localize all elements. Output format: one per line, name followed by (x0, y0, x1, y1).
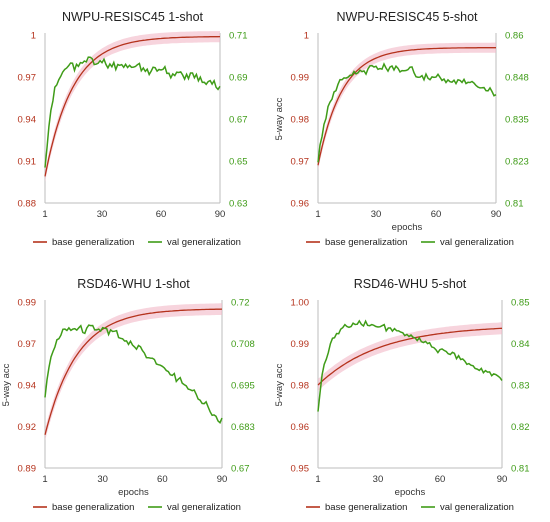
chart-panel: RSD46-WHU 1-shot 0.89 0.92 0.94 0.97 0.99 0.67… (1, 277, 255, 513)
x-tick: 30 (373, 474, 384, 485)
y-tick-right: 0.83 (511, 381, 530, 392)
y-tick-right: 0.823 (505, 157, 529, 168)
y-tick-right: 0.708 (231, 339, 255, 350)
y-tick-right: 0.82 (511, 422, 530, 433)
y-tick-left: 0.97 (291, 157, 310, 168)
y-tick-left: 1 (31, 31, 36, 42)
x-axis-label: epochs (392, 222, 423, 233)
x-tick: 60 (156, 209, 167, 220)
base-generalization-line (317, 47, 496, 166)
x-tick: 1 (315, 474, 320, 485)
x-tick: 60 (435, 474, 446, 485)
y-tick-right: 0.84 (511, 339, 530, 350)
chart-panel: NWPU-RESISC45 5-shot 0.96 0.97 0.98 0.99 1 0.8… (274, 10, 529, 248)
y-tick-right: 0.85 (511, 298, 530, 309)
y-tick-left: 1.00 (291, 298, 310, 309)
y-axis-label: 5-way acc (1, 363, 12, 406)
x-tick: 90 (215, 209, 226, 220)
base-confidence-band (45, 303, 222, 441)
y-tick-left: 0.97 (18, 339, 37, 350)
val-generalization-line (317, 319, 503, 412)
y-tick-right: 0.81 (511, 464, 530, 475)
y-tick-left: 0.92 (18, 422, 37, 433)
y-tick-right: 0.683 (231, 422, 255, 433)
y-tick-left: 1 (304, 31, 309, 42)
val-generalization-line (317, 62, 497, 163)
base-confidence-band (45, 31, 220, 182)
y-tick-right: 0.71 (229, 31, 248, 42)
x-tick: 90 (491, 209, 502, 220)
base-generalization-line (317, 327, 503, 386)
x-axis-label: epochs (395, 487, 426, 498)
y-tick-right: 0.695 (231, 381, 255, 392)
base-confidence-band (318, 42, 496, 171)
y-tick-right: 0.81 (505, 199, 524, 210)
y-tick-right: 0.67 (229, 115, 248, 126)
y-tick-left: 0.95 (291, 464, 310, 475)
x-tick: 30 (97, 209, 108, 220)
chart-panel: RSD46-WHU 5-shot 0.95 0.96 0.98 0.99 1.00 0.81… (274, 277, 530, 513)
y-tick-left: 0.99 (291, 73, 310, 84)
y-tick-right: 0.86 (505, 31, 524, 42)
val-generalization-line (44, 56, 221, 168)
y-axis-label: 5-way acc (274, 97, 285, 140)
chart-title: RSD46-WHU 1-shot (77, 277, 190, 291)
chart-title: NWPU-RESISC45 5-shot (336, 10, 478, 24)
y-tick-left: 0.96 (291, 199, 310, 210)
y-tick-left: 0.98 (291, 381, 310, 392)
chart-title: RSD46-WHU 5-shot (354, 277, 467, 291)
y-tick-left: 0.89 (18, 464, 37, 475)
y-axis-label: 5-way acc (274, 363, 285, 406)
y-tick-left: 0.94 (18, 381, 37, 392)
x-tick: 1 (42, 474, 47, 485)
legend-label-val: val generalization (167, 237, 241, 248)
legend-label-base: base generalization (325, 237, 407, 248)
val-generalization-line (44, 324, 223, 424)
y-tick-left: 0.97 (18, 73, 37, 84)
legend-label-val: val generalization (440, 237, 514, 248)
x-axis-label: epochs (118, 487, 149, 498)
y-tick-left: 0.99 (18, 298, 37, 309)
x-tick: 90 (217, 474, 228, 485)
y-tick-right: 0.848 (505, 73, 529, 84)
y-tick-right: 0.63 (229, 199, 248, 210)
y-tick-left: 0.94 (18, 115, 37, 126)
y-tick-left: 0.96 (291, 422, 310, 433)
legend-label-val: val generalization (167, 502, 241, 513)
x-tick: 30 (371, 209, 382, 220)
chart-title: NWPU-RESISC45 1-shot (62, 10, 204, 24)
y-tick-left: 0.91 (18, 157, 37, 168)
y-tick-right: 0.835 (505, 115, 529, 126)
y-tick-right: 0.69 (229, 73, 248, 84)
x-tick: 1 (315, 209, 320, 220)
base-generalization-line (44, 35, 221, 177)
chart-panel: NWPU-RESISC45 1-shot 0.88 0.91 0.94 0.97 1 0.6… (18, 10, 248, 248)
base-generalization-line (44, 308, 223, 435)
y-tick-left: 0.88 (18, 199, 37, 210)
x-tick: 30 (97, 474, 108, 485)
x-tick: 1 (42, 209, 47, 220)
y-tick-left: 0.99 (291, 339, 310, 350)
y-tick-left: 0.98 (291, 115, 310, 126)
legend-label-val: val generalization (440, 502, 514, 513)
y-tick-right: 0.72 (231, 298, 250, 309)
legend-label-base: base generalization (52, 502, 134, 513)
y-tick-right: 0.65 (229, 157, 248, 168)
legend-label-base: base generalization (325, 502, 407, 513)
x-tick: 60 (431, 209, 442, 220)
x-tick: 90 (497, 474, 508, 485)
y-tick-right: 0.67 (231, 464, 250, 475)
x-tick: 60 (157, 474, 168, 485)
base-confidence-band (318, 322, 502, 391)
legend-label-base: base generalization (52, 237, 134, 248)
